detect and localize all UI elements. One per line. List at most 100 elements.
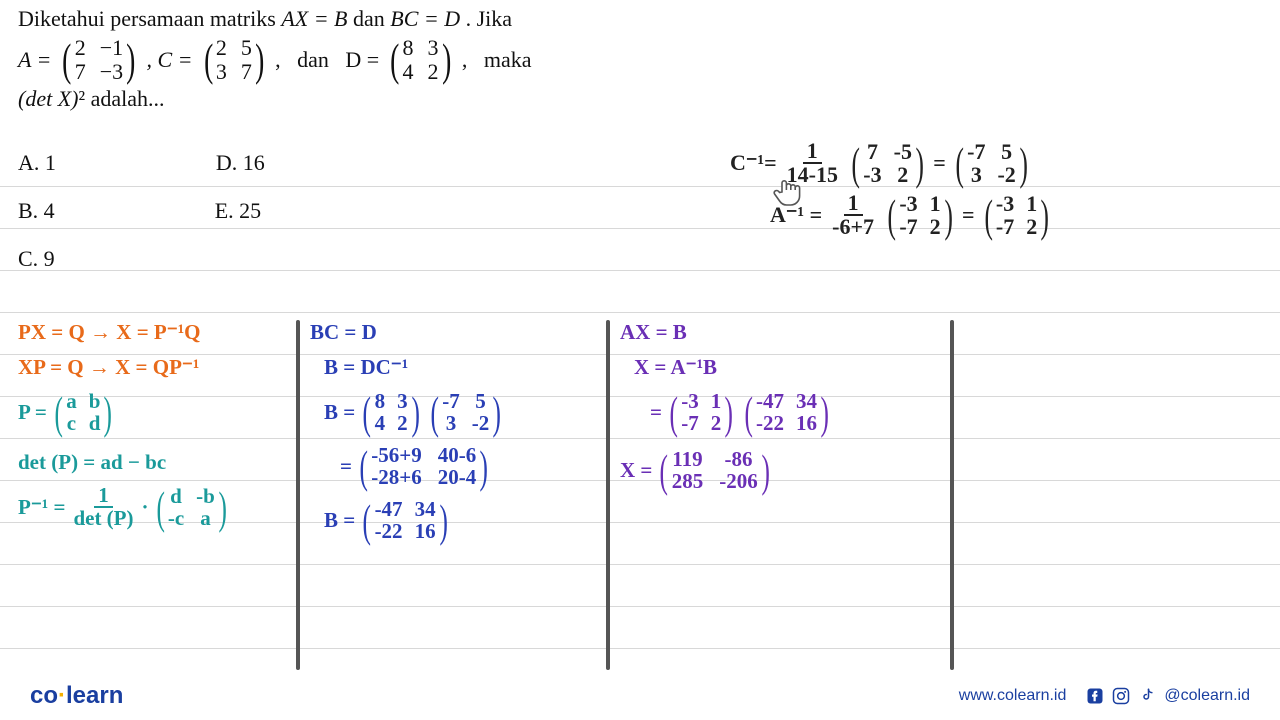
cell: d bbox=[170, 485, 182, 507]
brand-logo: co·learn bbox=[30, 682, 123, 710]
den: det (P) bbox=[69, 508, 137, 529]
cell: 119 bbox=[672, 448, 702, 470]
cell: 2 bbox=[930, 215, 941, 238]
cell: -47 bbox=[375, 498, 403, 520]
cell: -7 bbox=[967, 140, 985, 163]
option-a: A. 1 bbox=[18, 150, 56, 176]
m2: ( -47-22 3416 ) bbox=[741, 390, 833, 434]
cell: 2 bbox=[711, 412, 722, 434]
m2: ( -73 5-2 ) bbox=[427, 390, 505, 434]
matrix-a: ( 27 −1−3 ) bbox=[59, 36, 138, 84]
facebook-icon bbox=[1086, 687, 1104, 705]
cursor-hand-icon bbox=[768, 172, 808, 212]
question-line1: Diketahui persamaan matriks AX = B dan B… bbox=[18, 6, 1260, 32]
cell: -3 bbox=[996, 192, 1014, 215]
cell: -7 bbox=[996, 215, 1014, 238]
cell: -86 bbox=[724, 448, 752, 470]
cell: -3 bbox=[863, 163, 881, 186]
c1-r4: det (P) = ad − bc bbox=[18, 450, 288, 475]
c1-r2: XP = Q → X = QP⁻¹ bbox=[18, 355, 288, 380]
cell: 3 bbox=[397, 390, 408, 412]
question-block: Diketahui persamaan matriks AX = B dan B… bbox=[18, 6, 1260, 112]
cell: -2 bbox=[472, 412, 490, 434]
cell: 3 bbox=[428, 36, 439, 60]
cell: 8 bbox=[403, 36, 414, 60]
label: P = bbox=[18, 400, 47, 425]
c2-r1: BC = D bbox=[310, 320, 600, 345]
cell: 5 bbox=[241, 36, 252, 60]
logo-learn: learn bbox=[66, 682, 123, 709]
cell: -56+9 bbox=[371, 444, 421, 466]
cell: 285 bbox=[672, 470, 704, 492]
cell: 4 bbox=[403, 60, 414, 84]
text: Diketahui persamaan matriks bbox=[18, 6, 281, 31]
label: X = bbox=[620, 458, 652, 483]
question-line2: A = ( 27 −1−3 ) , C = ( 23 57 ) , dan D … bbox=[18, 36, 1260, 84]
cell: -7 bbox=[442, 390, 460, 412]
cinv-m1: ( 7-3 -52 ) bbox=[848, 140, 927, 186]
m1: ( -3-7 12 ) bbox=[666, 390, 737, 434]
social-icons: @colearn.id bbox=[1086, 687, 1250, 705]
m: ( -56+9-28+6 40-620-4 ) bbox=[356, 444, 492, 488]
cell: 2 bbox=[216, 36, 227, 60]
cell: b bbox=[89, 390, 101, 412]
ainv-m2: ( -3-7 12 ) bbox=[981, 192, 1053, 238]
cell: -22 bbox=[375, 520, 403, 542]
tiktok-icon bbox=[1138, 687, 1156, 705]
label-a: A = bbox=[18, 47, 51, 73]
cell: d bbox=[89, 412, 101, 434]
cell: 34 bbox=[796, 390, 817, 412]
cell: −3 bbox=[100, 60, 123, 84]
eq: = bbox=[340, 454, 352, 479]
cell: −1 bbox=[100, 36, 123, 60]
cell: 20-4 bbox=[438, 466, 477, 488]
eq: = bbox=[933, 150, 946, 176]
text: dan bbox=[353, 6, 390, 31]
cinv-m2: ( -73 5-2 ) bbox=[952, 140, 1031, 186]
m: ( 119285 -86-206 ) bbox=[656, 448, 773, 492]
logo-dot-icon: · bbox=[58, 682, 66, 709]
cell: a bbox=[200, 507, 211, 529]
adalah: adalah... bbox=[85, 86, 164, 111]
cell: -7 bbox=[681, 412, 699, 434]
text-dan: , dan D = bbox=[275, 47, 379, 73]
den: -6+7 bbox=[828, 216, 878, 238]
matrix-pinv: ( d-c -ba ) bbox=[153, 485, 231, 529]
cell: 2 bbox=[1026, 215, 1037, 238]
matrix-c: ( 23 57 ) bbox=[201, 36, 268, 84]
option-e: E. 25 bbox=[215, 198, 261, 224]
option-d: D. 16 bbox=[216, 150, 265, 176]
label: P⁻¹ = bbox=[18, 495, 65, 520]
divider-3 bbox=[950, 320, 954, 670]
option-b: B. 4 bbox=[18, 198, 55, 224]
eq: = bbox=[650, 400, 662, 425]
cell: 8 bbox=[375, 390, 386, 412]
c3-r2: X = A⁻¹B bbox=[634, 355, 940, 380]
footer: co·learn www.colearn.id @colearn.id bbox=[0, 682, 1280, 710]
text-maka: , maka bbox=[462, 47, 532, 73]
cell: -206 bbox=[719, 470, 758, 492]
cell: -28+6 bbox=[371, 466, 421, 488]
c3-r4: X = ( 119285 -86-206 ) bbox=[620, 448, 940, 492]
ainv-m1: ( -3-7 12 ) bbox=[884, 192, 956, 238]
footer-url: www.colearn.id bbox=[959, 687, 1067, 705]
matrix-d: ( 84 32 ) bbox=[387, 36, 454, 84]
cell: -b bbox=[196, 485, 215, 507]
footer-right: www.colearn.id @colearn.id bbox=[959, 687, 1250, 705]
cell: c bbox=[67, 412, 76, 434]
c3-r1: AX = B bbox=[620, 320, 940, 345]
options-block: A. 1 D. 16 B. 4 E. 25 C. 9 bbox=[18, 150, 265, 294]
c2-r4: = ( -56+9-28+6 40-620-4 ) bbox=[340, 444, 600, 488]
cell: 2 bbox=[428, 60, 439, 84]
c1-r5: P⁻¹ = 1 det (P) · ( d-c -ba ) bbox=[18, 485, 288, 529]
cell: -3 bbox=[899, 192, 917, 215]
cell: 7 bbox=[241, 60, 252, 84]
num: 1 bbox=[803, 140, 822, 164]
cell: 34 bbox=[415, 498, 436, 520]
column-1: PX = Q → X = P⁻¹Q XP = Q → X = QP⁻¹ P = … bbox=[18, 320, 288, 539]
c1-r1: PX = Q → X = P⁻¹Q bbox=[18, 320, 288, 345]
cell: 3 bbox=[216, 60, 227, 84]
cell: 16 bbox=[415, 520, 436, 542]
logo-co: co bbox=[30, 682, 58, 709]
matrix-p: ( ac bd ) bbox=[51, 390, 116, 434]
